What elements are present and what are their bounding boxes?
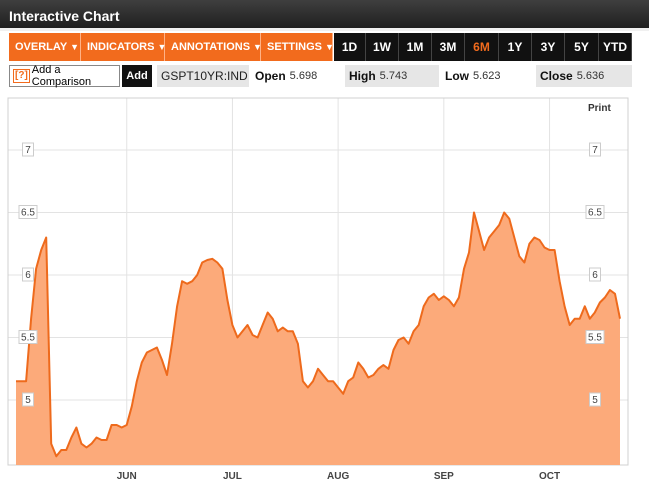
y-tick-label-left: 6 [25,270,31,281]
comparison-placeholder: Add a Comparison [31,64,92,88]
y-tick-box [589,392,601,407]
y-tick-label-left: 6.5 [21,208,35,219]
high-value: 5.743 [379,70,408,82]
low-quote: Low 5.623 [441,65,535,87]
y-tick-box [18,330,38,344]
x-tick-label: JUL [223,471,242,482]
overlay-label: OVERLAY [15,41,68,53]
range-ytd-button[interactable]: YTD [599,33,632,61]
help-label: ? [18,70,25,81]
y-tick-label-right: 6 [592,270,598,281]
y-tick-box [585,205,605,219]
y-tick-label-left: 5.5 [21,333,35,344]
settings-menu[interactable]: SETTINGS ▼ [261,33,334,61]
x-tick-label: AUG [327,471,349,482]
price-line [16,211,621,458]
overlay-menu[interactable]: OVERLAY ▼ [9,33,81,61]
y-tick-box [22,392,34,407]
low-value: 5.623 [473,70,501,82]
y-tick-label-right: 5.5 [588,333,602,344]
y-tick-box [18,205,38,219]
range-3y-button[interactable]: 3Y [532,33,565,61]
chart-series [16,211,621,465]
range-3m-button[interactable]: 3M [432,33,465,61]
price-area [16,212,620,465]
open-label: Open [255,69,286,83]
indicators-menu[interactable]: INDICATORS ▼ [81,33,167,61]
chevron-down-icon: ▼ [70,42,80,52]
y-tick-box [22,142,34,157]
y-tick-label-right: 7 [592,145,598,156]
chart-header: Interactive Chart [0,0,649,31]
open-quote: Open 5.698 [251,65,343,87]
x-tick-labels: JUN JUL AUG SEP OCT [117,471,560,482]
low-label: Low [445,69,469,83]
x-tick-label: JUN [117,471,137,482]
settings-label: SETTINGS [267,41,323,53]
ticker-symbol: GSPT10YR:IND [157,65,249,87]
y-tick-box [589,142,601,157]
price-chart[interactable]: 7 7 6.5 6.5 6 6 5.5 5.5 5 5 JUN JUL AUG SEP OCT [0,90,649,487]
help-icon[interactable]: [?] [13,69,30,83]
quote-bar: [?] Add a Comparison Add GSPT10YR:IND Op… [9,64,642,88]
high-label: High [349,69,376,83]
range-1y-button[interactable]: 1Y [499,33,532,61]
annotations-menu[interactable]: ANNOTATIONS ▼ [165,33,262,61]
page-title: Interactive Chart [9,8,120,24]
close-label: Close [540,69,573,83]
add-comparison-button[interactable]: Add [122,65,152,87]
x-tick-label: OCT [539,471,560,482]
y-tick-labels: 7 7 6.5 6.5 6 6 5.5 5.5 5 5 [18,142,605,407]
y-tick-box [585,330,605,344]
chevron-down-icon: ▼ [253,42,262,52]
y-tick-box [589,267,601,282]
range-6m-button[interactable]: 6M [465,33,499,61]
y-tick-label-left: 7 [25,145,31,156]
comparison-input[interactable]: [?] Add a Comparison [9,64,120,88]
indicators-label: INDICATORS [87,41,155,53]
y-tick-label-right: 5 [592,395,598,406]
y-tick-label-right: 6.5 [588,208,602,219]
chevron-down-icon: ▼ [157,42,167,52]
y-tick-label-left: 5 [25,395,31,406]
y-tick-box [22,267,34,282]
range-1d-button[interactable]: 1D [334,33,366,61]
open-value: 5.698 [289,70,318,82]
chart-toolbar: OVERLAY ▼ INDICATORS ▼ ANNOTATIONS ▼ SET… [9,33,642,61]
close-quote: Close 5.636 [536,65,632,87]
high-quote: High 5.743 [345,65,439,87]
range-1w-button[interactable]: 1W [366,33,399,61]
x-tick-label: SEP [434,471,454,482]
chevron-down-icon: ▼ [325,42,334,52]
range-1m-button[interactable]: 1M [399,33,432,61]
range-5y-button[interactable]: 5Y [565,33,599,61]
print-link[interactable]: Print [588,103,611,114]
close-value: 5.636 [576,70,605,82]
annotations-label: ANNOTATIONS [171,41,251,53]
